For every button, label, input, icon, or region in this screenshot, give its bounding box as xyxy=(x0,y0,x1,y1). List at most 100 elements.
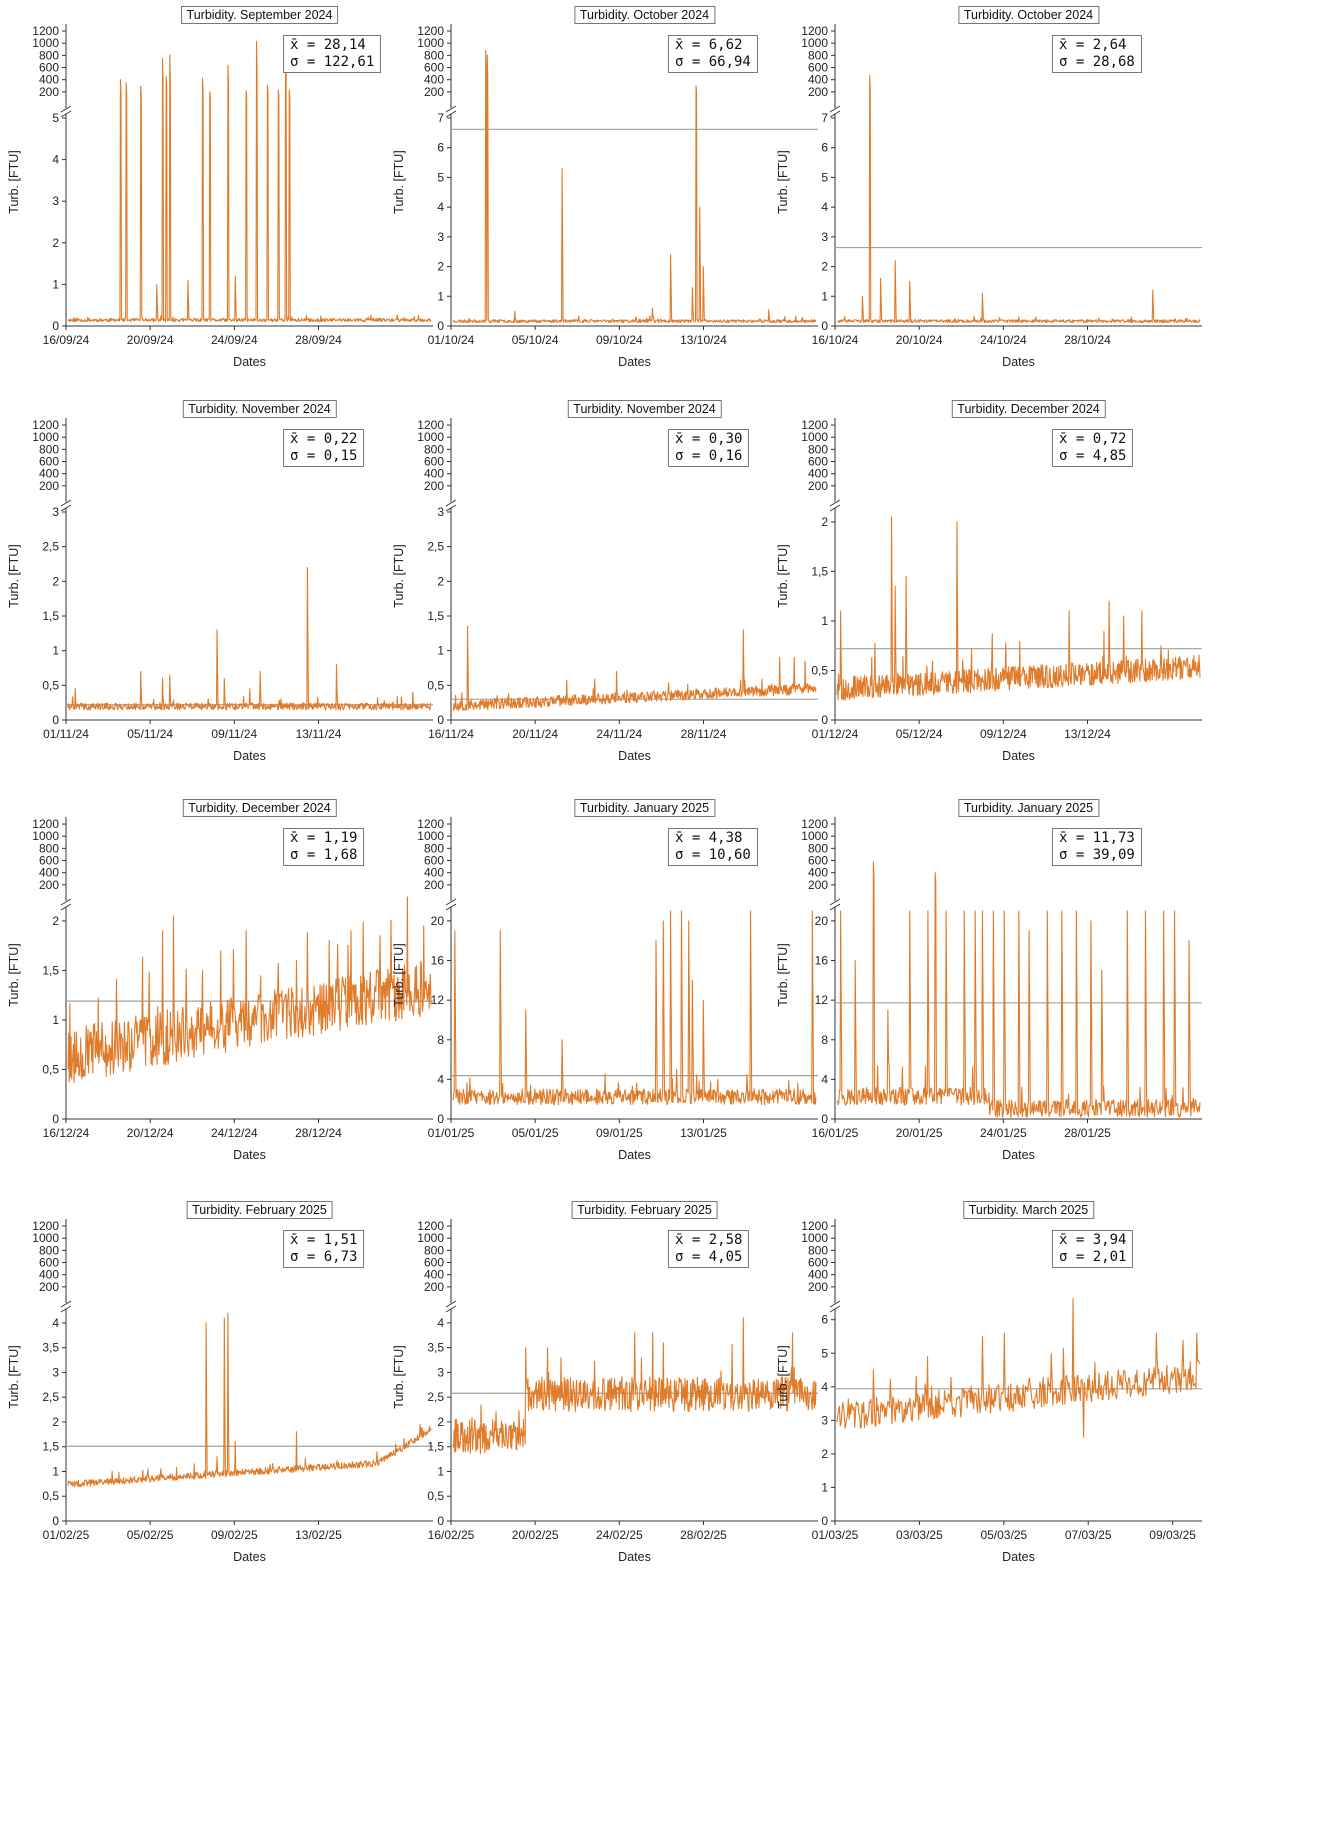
y-tick-label: 6 xyxy=(437,141,444,155)
y-tick-label: 800 xyxy=(424,1243,444,1257)
y-tick-label: 1200 xyxy=(801,817,828,831)
y-tick-label: 400 xyxy=(424,1268,444,1282)
y-tick-label: 1 xyxy=(437,1464,444,1478)
y-tick-label: 1 xyxy=(52,1013,59,1027)
chart-panel: 1200 1000 800 600 400 200 0 4 8 12 16 20 01/01/25 05/… xyxy=(385,793,824,1248)
y-tick-label: 600 xyxy=(39,61,59,75)
y-tick-label: 0 xyxy=(437,319,444,333)
y-tick-label: 800 xyxy=(808,841,828,855)
y-tick-label: 1000 xyxy=(32,1231,59,1245)
y-tick-label: 2,5 xyxy=(427,540,444,554)
chart-title: Turbidity. September 2024 xyxy=(180,6,339,24)
y-axis-label: Turb. [FTU] xyxy=(776,150,790,213)
y-tick-label: 0 xyxy=(437,1112,444,1126)
x-tick-label: 20/09/24 xyxy=(127,333,174,347)
y-tick-label: 20 xyxy=(815,914,829,928)
x-axis-label: Dates xyxy=(233,1148,266,1162)
sd-label: σ = 39,09 xyxy=(1059,847,1135,863)
series-line xyxy=(452,49,817,324)
x-axis-label: Dates xyxy=(618,749,651,763)
y-tick-label: 200 xyxy=(808,878,828,892)
stats-box: x̄ = 0,72 σ = 4,85 xyxy=(1052,429,1134,467)
y-axis-label: Turb. [FTU] xyxy=(776,1345,790,1408)
y-axis-label: Turb. [FTU] xyxy=(392,150,406,213)
x-tick-label: 01/10/24 xyxy=(428,333,475,347)
chart-panel: 1200 1000 800 600 400 200 0 0,5 1 1,5 2 2,5 3 3,5 4 16/… xyxy=(385,1195,824,1650)
chart-panel: 1200 1000 800 600 400 200 0 1 2 3 4 5 6 7 16/10/24 20/1… xyxy=(769,0,1208,455)
series-line xyxy=(67,566,432,711)
y-tick-label: 200 xyxy=(39,878,59,892)
y-tick-label: 0,5 xyxy=(427,1489,444,1503)
y-tick-label: 4 xyxy=(52,153,59,167)
x-tick-label: 24/11/24 xyxy=(596,727,642,741)
x-tick-label: 28/11/24 xyxy=(681,727,727,741)
x-tick-label: 09/01/25 xyxy=(596,1126,643,1140)
x-tick-label: 16/02/25 xyxy=(428,1528,475,1542)
y-tick-label: 4 xyxy=(437,200,444,214)
y-tick-label: 1200 xyxy=(801,1219,828,1233)
chart-panel: 1200 1000 800 600 400 200 0 1 2 3 4 5 16/09/24 20/09/… xyxy=(0,0,439,455)
axis-break-mark xyxy=(60,1300,72,1313)
chart-title: Turbidity. January 2025 xyxy=(957,799,1100,817)
x-tick-label: 09/12/24 xyxy=(980,727,1027,741)
x-tick-label: 07/03/25 xyxy=(1065,1528,1112,1542)
stats-box: x̄ = 11,73 σ = 39,09 xyxy=(1052,828,1142,866)
stats-box: x̄ = 2,64 σ = 28,68 xyxy=(1052,35,1142,73)
sd-label: σ = 0,15 xyxy=(290,448,358,464)
y-tick-label: 600 xyxy=(424,1256,444,1270)
y-tick-label: 20 xyxy=(431,914,445,928)
x-tick-label: 28/01/25 xyxy=(1064,1126,1111,1140)
series-line xyxy=(836,861,1201,1118)
sd-label: σ = 4,05 xyxy=(675,1249,743,1265)
axis-break-mark xyxy=(445,1300,457,1313)
y-tick-label: 1000 xyxy=(801,36,828,50)
y-tick-label: 5 xyxy=(821,170,828,184)
x-tick-label: 20/01/25 xyxy=(896,1126,943,1140)
x-tick-label: 20/10/24 xyxy=(896,333,943,347)
x-axis-label: Dates xyxy=(233,1550,266,1564)
y-tick-label: 1000 xyxy=(417,1231,444,1245)
y-tick-label: 2 xyxy=(437,1415,444,1429)
y-tick-label: 2 xyxy=(437,574,444,588)
y-tick-label: 1200 xyxy=(417,418,444,432)
x-tick-label: 01/01/25 xyxy=(428,1126,475,1140)
series-line xyxy=(836,516,1201,701)
y-tick-label: 600 xyxy=(39,1256,59,1270)
mean-label: x̄ = 11,73 xyxy=(1059,830,1135,846)
x-tick-label: 16/12/24 xyxy=(43,1126,90,1140)
y-axis-label: Turb. [FTU] xyxy=(7,943,21,1006)
y-tick-label: 2 xyxy=(821,515,828,529)
sd-label: σ = 1,68 xyxy=(290,847,358,863)
x-tick-label: 09/03/25 xyxy=(1149,1528,1196,1542)
y-tick-label: 8 xyxy=(821,1033,828,1047)
series-line xyxy=(452,625,817,712)
y-tick-label: 4 xyxy=(437,1072,444,1086)
x-tick-label: 05/11/24 xyxy=(127,727,173,741)
chart-title: Turbidity. February 2025 xyxy=(571,1201,718,1219)
x-tick-label: 20/11/24 xyxy=(512,727,558,741)
x-tick-label: 13/10/24 xyxy=(680,333,727,347)
chart-title: Turbidity. February 2025 xyxy=(186,1201,333,1219)
y-tick-label: 2,5 xyxy=(42,1390,59,1404)
y-tick-label: 200 xyxy=(424,1280,444,1294)
y-tick-label: 200 xyxy=(808,85,828,99)
chart-title: Turbidity. January 2025 xyxy=(573,799,716,817)
y-tick-label: 200 xyxy=(39,85,59,99)
sd-label: σ = 6,73 xyxy=(290,1249,358,1265)
y-tick-label: 6 xyxy=(821,1313,828,1327)
y-tick-label: 0 xyxy=(52,319,59,333)
y-tick-label: 400 xyxy=(424,866,444,880)
x-tick-label: 13/11/24 xyxy=(296,727,342,741)
x-tick-label: 03/03/25 xyxy=(896,1528,943,1542)
y-tick-label: 400 xyxy=(808,73,828,87)
y-tick-label: 0 xyxy=(52,713,59,727)
y-tick-label: 0,5 xyxy=(42,1489,59,1503)
